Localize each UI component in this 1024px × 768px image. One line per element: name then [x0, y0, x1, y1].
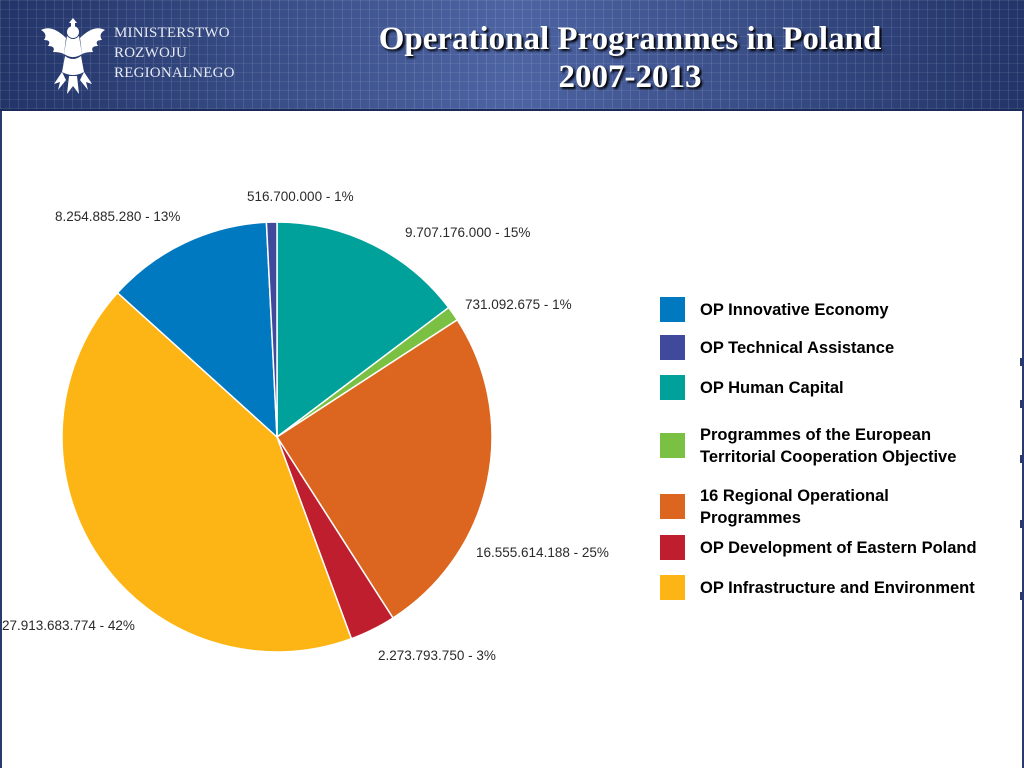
slide-header: MINISTERSTWO ROZWOJU REGIONALNEGO Operat… — [0, 0, 1024, 111]
slice-data-label: 516.700.000 - 1% — [247, 189, 354, 204]
slice-data-label: 9.707.176.000 - 15% — [405, 225, 530, 240]
legend-label: OP Infrastructure and Environment — [700, 579, 975, 597]
legend-swatch — [660, 297, 685, 322]
pie-slice — [116, 221, 278, 439]
title-line-2: 2007-2013 — [558, 59, 702, 95]
legend-swatch — [660, 535, 685, 560]
legend-swatch — [660, 375, 685, 400]
pie-slice — [61, 291, 353, 653]
legend-label: OP Development of Eastern Poland — [700, 539, 977, 557]
ministry-line-2: ROZWOJU — [114, 45, 188, 61]
legend-swatch — [660, 335, 685, 360]
slice-data-label: 8.254.885.280 - 13% — [55, 209, 180, 224]
legend-swatch — [660, 575, 685, 600]
ministry-name: MINISTERSTWO ROZWOJU REGIONALNEGO — [114, 23, 235, 83]
side-decoration — [1020, 330, 1024, 630]
pie-slice — [275, 318, 493, 620]
slide-frame — [0, 111, 1024, 768]
legend-label: OP Innovative Economy — [700, 301, 889, 319]
ministry-line-1: MINISTERSTWO — [114, 25, 230, 41]
legend-label: Programmes of the European Territorial C… — [700, 426, 957, 466]
slice-data-label: 27.913.683.774 - 42% — [2, 618, 135, 633]
legend-swatch — [660, 433, 685, 458]
legend-swatch — [660, 494, 685, 519]
slice-data-label: 2.273.793.750 - 3% — [378, 648, 496, 663]
pie-slice — [276, 221, 450, 439]
title-line-1: Operational Programmes in Poland — [378, 21, 882, 57]
white-eagle-icon — [41, 18, 105, 94]
legend-label: OP Technical Assistance — [700, 339, 895, 357]
legend-label: OP Human Capital — [700, 379, 844, 397]
legend-label: 16 Regional Operational Programmes — [700, 487, 889, 527]
slice-data-label: 16.555.614.188 - 25% — [476, 545, 609, 560]
page-title: Operational Programmes in Poland 2007-20… — [250, 20, 1010, 96]
slice-data-label: 731.092.675 - 1% — [465, 297, 572, 312]
ministry-line-3: REGIONALNEGO — [114, 65, 235, 81]
pie-slice — [265, 221, 278, 438]
